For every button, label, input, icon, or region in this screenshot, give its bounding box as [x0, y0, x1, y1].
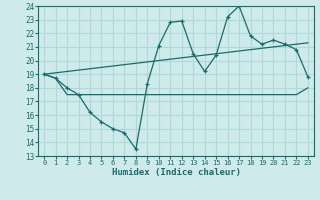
X-axis label: Humidex (Indice chaleur): Humidex (Indice chaleur) — [111, 168, 241, 177]
